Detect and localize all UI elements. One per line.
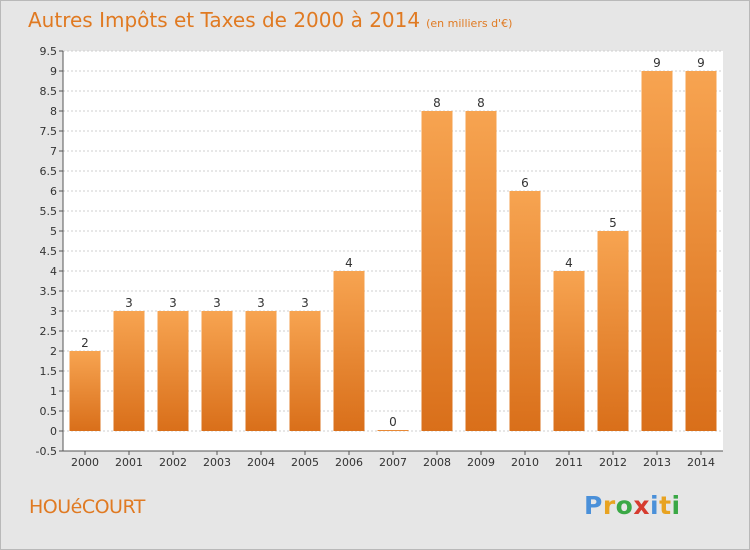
logo-letter: t xyxy=(659,491,672,520)
y-tick-label: 7.5 xyxy=(40,125,58,138)
bar-2009[interactable] xyxy=(465,111,497,431)
x-tick-label-2001: 2001 xyxy=(115,456,143,469)
x-tick-label-2009: 2009 xyxy=(467,456,495,469)
logo-letter: x xyxy=(633,491,650,520)
x-tick-label-2008: 2008 xyxy=(423,456,451,469)
value-label-2004: 3 xyxy=(257,296,265,310)
x-tick-label-2006: 2006 xyxy=(335,456,363,469)
y-tick-label: 4 xyxy=(50,265,57,278)
bar-2006[interactable] xyxy=(333,271,365,431)
value-label-2002: 3 xyxy=(169,296,177,310)
value-label-2009: 8 xyxy=(477,96,485,110)
x-tick-label-2012: 2012 xyxy=(599,456,627,469)
y-tick-label: 2.5 xyxy=(40,325,58,338)
bar-2014[interactable] xyxy=(685,71,717,431)
y-tick-label: -0.5 xyxy=(36,445,57,458)
y-tick-label: 7 xyxy=(50,145,57,158)
value-label-2006: 4 xyxy=(345,256,353,270)
y-tick-label: 1.5 xyxy=(40,365,58,378)
bar-2001[interactable] xyxy=(113,311,145,431)
x-tick-label-2005: 2005 xyxy=(291,456,319,469)
bar-2002[interactable] xyxy=(157,311,189,431)
x-tick-label-2014: 2014 xyxy=(687,456,715,469)
x-tick-label-2003: 2003 xyxy=(203,456,231,469)
y-tick-label: 5 xyxy=(50,225,57,238)
chart-title: Autres Impôts et Taxes de 2000 à 2014 (en… xyxy=(28,8,512,32)
y-tick-label: 1 xyxy=(50,385,57,398)
y-tick-label: 9 xyxy=(50,65,57,78)
logo-letter: i xyxy=(671,491,681,520)
value-label-2008: 8 xyxy=(433,96,441,110)
bar-2004[interactable] xyxy=(245,311,277,431)
y-tick-label: 3 xyxy=(50,305,57,318)
y-tick-label: 0 xyxy=(50,425,57,438)
value-label-2003: 3 xyxy=(213,296,221,310)
y-tick-label: 6 xyxy=(50,185,57,198)
bar-2005[interactable] xyxy=(289,311,321,431)
x-tick-label-2010: 2010 xyxy=(511,456,539,469)
bar-2011[interactable] xyxy=(553,271,585,431)
value-label-2013: 9 xyxy=(653,56,661,70)
title-text: Autres Impôts et Taxes de 2000 à 2014 xyxy=(28,8,421,32)
x-tick-label-2011: 2011 xyxy=(555,456,583,469)
bar-2013[interactable] xyxy=(641,71,673,431)
value-label-2007: 0 xyxy=(389,415,397,429)
title-unit: (en milliers d'€) xyxy=(426,17,513,30)
x-tick-label-2013: 2013 xyxy=(643,456,671,469)
value-label-2011: 4 xyxy=(565,256,573,270)
value-label-2014: 9 xyxy=(697,56,705,70)
y-tick-label: 8.5 xyxy=(40,85,58,98)
y-tick-label: 0.5 xyxy=(40,405,58,418)
value-label-2012: 5 xyxy=(609,216,617,230)
bar-2007[interactable] xyxy=(377,430,409,431)
x-tick-label-2002: 2002 xyxy=(159,456,187,469)
y-tick-label: 4.5 xyxy=(40,245,58,258)
y-tick-label: 9.5 xyxy=(40,45,58,58)
y-tick-label: 6.5 xyxy=(40,165,58,178)
logo-letter: P xyxy=(584,491,603,520)
y-tick-label: 3.5 xyxy=(40,285,58,298)
y-tick-label: 5.5 xyxy=(40,205,58,218)
logo-letter: r xyxy=(602,491,616,520)
value-label-2005: 3 xyxy=(301,296,309,310)
value-label-2010: 6 xyxy=(521,176,529,190)
value-label-2001: 3 xyxy=(125,296,133,310)
logo-letter: o xyxy=(615,491,634,520)
y-tick-label: 2 xyxy=(50,345,57,358)
logo-letter: i xyxy=(650,491,660,520)
x-tick-label-2007: 2007 xyxy=(379,456,407,469)
y-tick-label: 8 xyxy=(50,105,57,118)
proxiti-logo[interactable]: Proxiti xyxy=(584,491,681,520)
bar-2010[interactable] xyxy=(509,191,541,431)
value-label-2000: 2 xyxy=(81,336,89,350)
bar-2000[interactable] xyxy=(69,351,101,431)
x-tick-label-2004: 2004 xyxy=(247,456,275,469)
bar-2003[interactable] xyxy=(201,311,233,431)
commune-name: HOUéCOURT xyxy=(29,496,145,518)
bar-2008[interactable] xyxy=(421,111,453,431)
bar-2012[interactable] xyxy=(597,231,629,431)
x-tick-label-2000: 2000 xyxy=(71,456,99,469)
